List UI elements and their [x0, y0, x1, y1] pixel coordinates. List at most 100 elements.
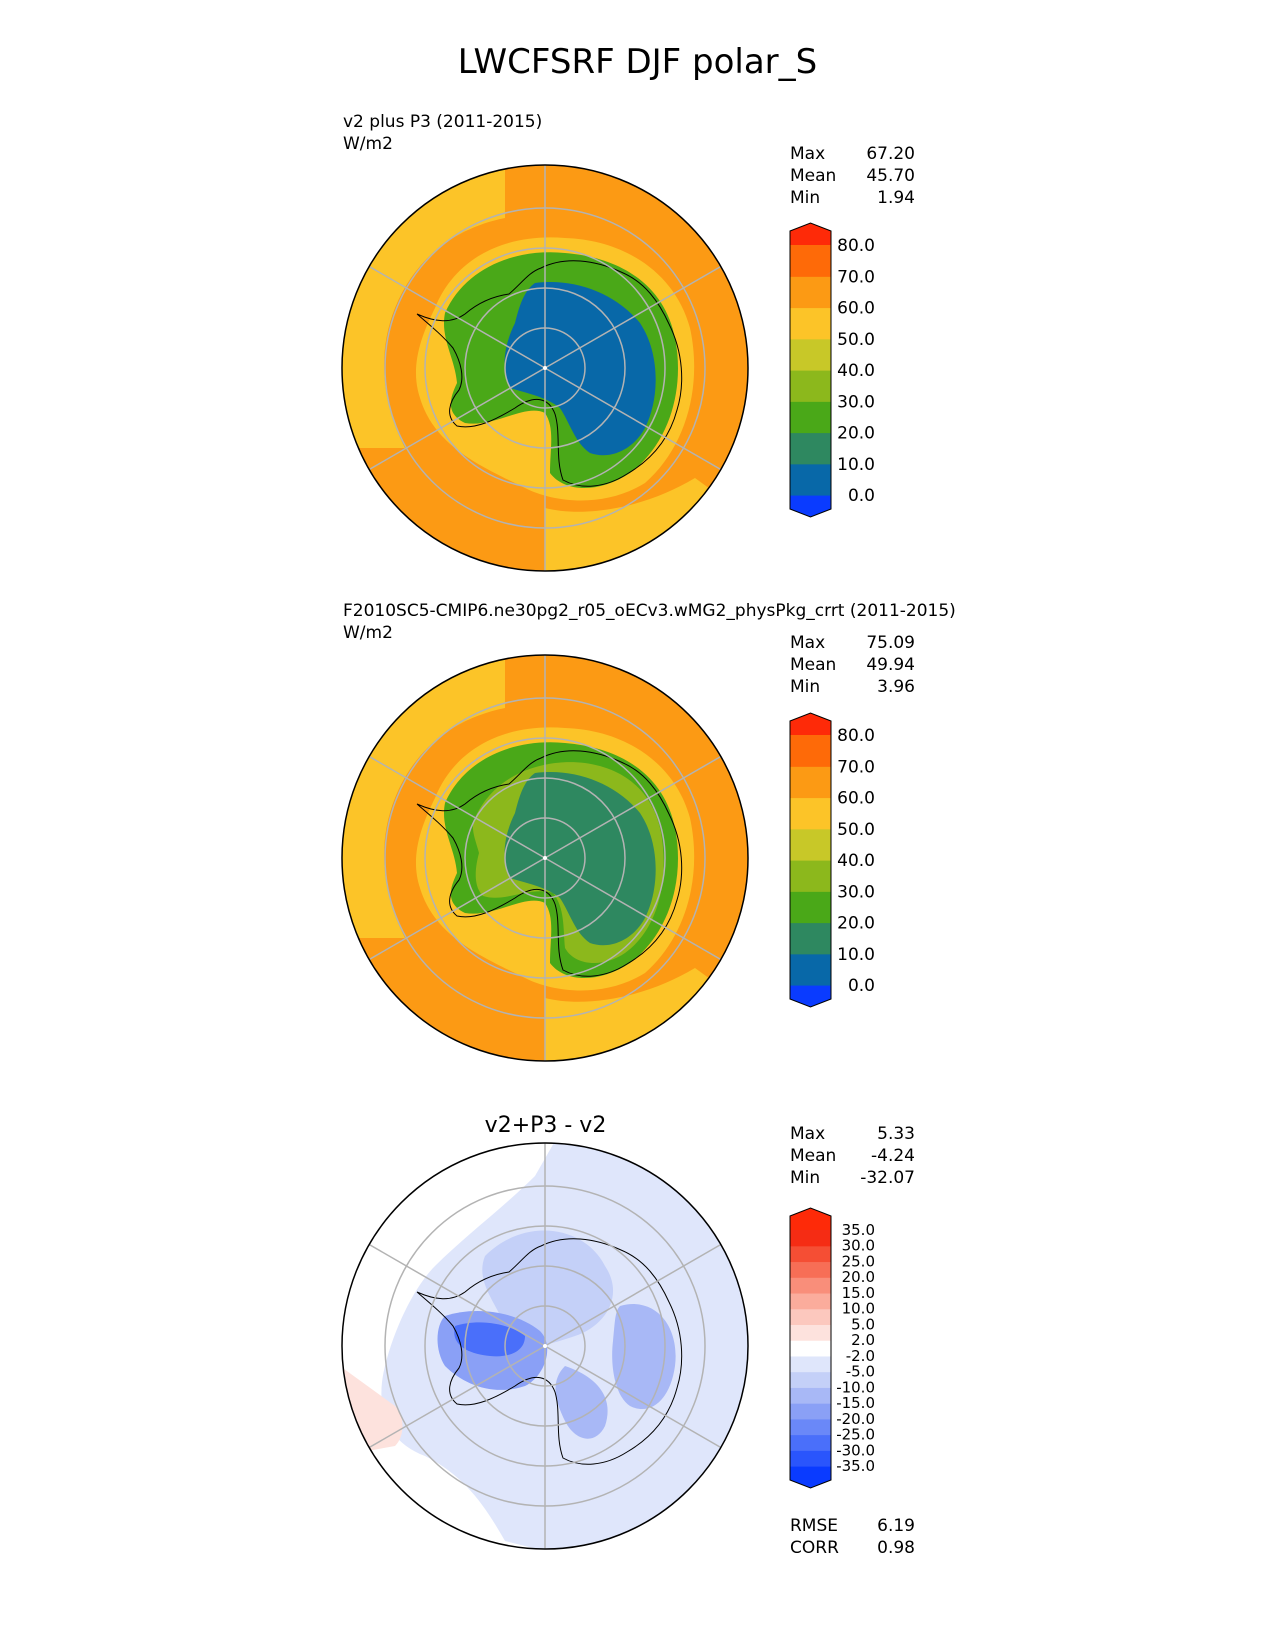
diff-region-south — [555, 1366, 608, 1439]
colorbar-swatch — [790, 891, 831, 924]
colorbar-tick-label: -20.0 — [836, 1410, 875, 1428]
map-overlays — [341, 164, 749, 1550]
diff-region-moderate — [482, 1230, 614, 1346]
stat-min-label: Min — [790, 188, 821, 208]
colorbar-tick-label: 40.0 — [837, 851, 875, 871]
polar-grid — [368, 1143, 722, 1549]
meridian-line — [368, 265, 546, 369]
stat-max-label: Max — [790, 144, 826, 164]
stat-min-value: 1.94 — [877, 188, 915, 208]
colorbar-tick-label: 25.0 — [842, 1252, 875, 1270]
stat-min-label: Min — [790, 677, 821, 697]
stat-max-value: 5.33 — [877, 1124, 915, 1144]
colorbar-swatch — [790, 922, 831, 955]
colorbar-outline — [789, 222, 832, 518]
colorbar-swatch — [790, 828, 831, 861]
colorbar-extend-low — [790, 985, 831, 1007]
colorbar-swatch — [790, 276, 831, 309]
panel2-stats: Max 75.09 Mean 49.94 Min 3.96 — [790, 632, 915, 698]
polar-grid — [368, 655, 722, 1061]
colorbar-tick-label: 70.0 — [837, 267, 875, 287]
corr-value: 0.98 — [877, 1538, 915, 1558]
colorbar-swatch — [790, 735, 831, 767]
panel1-stats: Max 67.20 Mean 45.70 Min 1.94 — [790, 143, 915, 209]
meridian-line — [368, 1345, 546, 1449]
colorbar: 0.0 10.0 20.0 30.0 40.0 50.0 60.0 70.0 80.0 — [789, 712, 875, 1008]
panel1-case-label: v2 plus P3 (2011-2015) — [343, 112, 543, 132]
colorbar-tick-label: 20.0 — [837, 914, 875, 934]
colorbar-tick-label: -35.0 — [836, 1457, 875, 1475]
colorbar-tick-label: 35.0 — [842, 1221, 875, 1239]
colorbar-swatch — [790, 1355, 831, 1373]
colorbar-swatch — [790, 401, 831, 434]
stat-max-value: 75.09 — [866, 633, 915, 653]
stat-mean-label: Mean — [790, 655, 837, 675]
colorbar-swatch — [790, 1292, 831, 1310]
colorbar-swatch — [790, 1340, 831, 1357]
meridian-line — [544, 265, 722, 369]
colorbar-tick-label: 80.0 — [837, 726, 875, 746]
colorbar-tick-label: 40.0 — [837, 361, 875, 381]
colorbar-swatch — [790, 1230, 831, 1247]
diff-region-weak — [381, 1143, 748, 1549]
pole-marker — [543, 1344, 547, 1348]
meridian-line — [544, 857, 722, 961]
colorbar-swatch — [790, 1450, 831, 1467]
pole-marker — [543, 856, 547, 860]
colorbar-tick-label: -25.0 — [836, 1426, 875, 1444]
colorbar-tick-label: 15.0 — [842, 1284, 875, 1302]
colorbar-swatch — [790, 245, 831, 277]
meridian-line — [368, 755, 546, 859]
colorbar-extend-low — [790, 1466, 831, 1488]
colorbar-tick-label: 80.0 — [837, 236, 875, 256]
colorbar-tick-label: 0.0 — [848, 976, 875, 996]
stat-max-label: Max — [790, 633, 826, 653]
colorbar-extend-high — [790, 1208, 831, 1230]
meridian-line — [544, 367, 722, 471]
stat-min-label: Min — [790, 1168, 821, 1188]
colorbar-swatch — [790, 1403, 831, 1420]
colorbar-tick-label: -10.0 — [836, 1378, 875, 1396]
colorbar: 0.0 10.0 20.0 30.0 40.0 50.0 60.0 70.0 80.0 — [789, 222, 875, 518]
stat-mean-label: Mean — [790, 1146, 837, 1166]
colorbar-outline — [789, 1207, 832, 1489]
colorbar-tick-label: 10.0 — [837, 455, 875, 475]
colorbar-tick-label: 20.0 — [837, 424, 875, 444]
colorbar-outline — [789, 712, 832, 1008]
map-boundary — [341, 164, 749, 572]
colorbar: -35.0-30.0-25.0-20.0-15.0-10.0-5.0-2.02.… — [789, 1207, 875, 1489]
colorbar-swatch — [790, 338, 831, 371]
colorbar-swatch — [790, 1387, 831, 1404]
colorbar-extend-high — [790, 713, 831, 735]
colorbar-tick-label: 50.0 — [837, 330, 875, 350]
colorbar-tick-label: -5.0 — [846, 1363, 875, 1381]
colorbar-tick-label: 20.0 — [842, 1268, 875, 1286]
stat-mean-value: -4.24 — [871, 1146, 915, 1166]
colorbar-extend-low — [790, 495, 831, 517]
colorbar-tick-label: 30.0 — [842, 1237, 875, 1255]
colorbar-tick-label: -30.0 — [836, 1441, 875, 1459]
colorbar-tick-label: 0.0 — [848, 486, 875, 506]
colorbar-swatch — [790, 953, 831, 986]
meridian-line — [368, 857, 546, 961]
panel2-case-label: F2010SC5-CMIP6.ne30pg2_r05_oECv3.wMG2_ph… — [343, 601, 956, 621]
stat-max-value: 67.20 — [866, 144, 915, 164]
colorbar-swatch — [790, 307, 831, 340]
stat-min-value: -32.07 — [860, 1168, 915, 1188]
colorbar-tick-label: 30.0 — [837, 882, 875, 902]
colorbar-tick-label: 70.0 — [837, 757, 875, 777]
colorbar-swatch — [790, 370, 831, 402]
meridian-line — [368, 1243, 546, 1347]
colorbars: 0.0 10.0 20.0 30.0 40.0 50.0 60.0 70.0 80.0 0.0 10… — [789, 222, 875, 1489]
colorbar-tick-label: 10.0 — [842, 1300, 875, 1318]
panel1-units: W/m2 — [343, 134, 393, 154]
colorbar-tick-label: 30.0 — [837, 392, 875, 412]
meridian-line — [368, 367, 546, 471]
colorbar-tick-label: -2.0 — [846, 1347, 875, 1365]
panel3-stats: Max 5.33 Mean -4.24 Min -32.07 — [790, 1123, 915, 1189]
panel2-units: W/m2 — [343, 623, 393, 643]
corr-label: CORR — [790, 1538, 839, 1558]
colorbar-swatch — [790, 1277, 831, 1294]
meridian-line — [544, 755, 722, 859]
